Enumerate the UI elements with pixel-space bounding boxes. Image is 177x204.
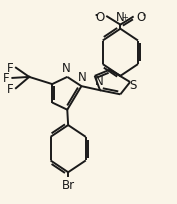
Text: N: N (62, 61, 71, 74)
Text: F: F (3, 72, 10, 85)
Text: N: N (116, 11, 125, 24)
Text: N: N (95, 74, 104, 87)
Text: F: F (7, 62, 14, 75)
Text: +: + (121, 13, 128, 22)
Text: F: F (7, 82, 14, 95)
Text: ·: · (94, 9, 99, 24)
Text: S: S (130, 78, 137, 91)
Text: ·: · (141, 9, 146, 24)
Text: Br: Br (62, 178, 75, 191)
Text: N: N (78, 71, 87, 83)
Text: O: O (136, 11, 146, 24)
Text: O: O (95, 11, 104, 24)
